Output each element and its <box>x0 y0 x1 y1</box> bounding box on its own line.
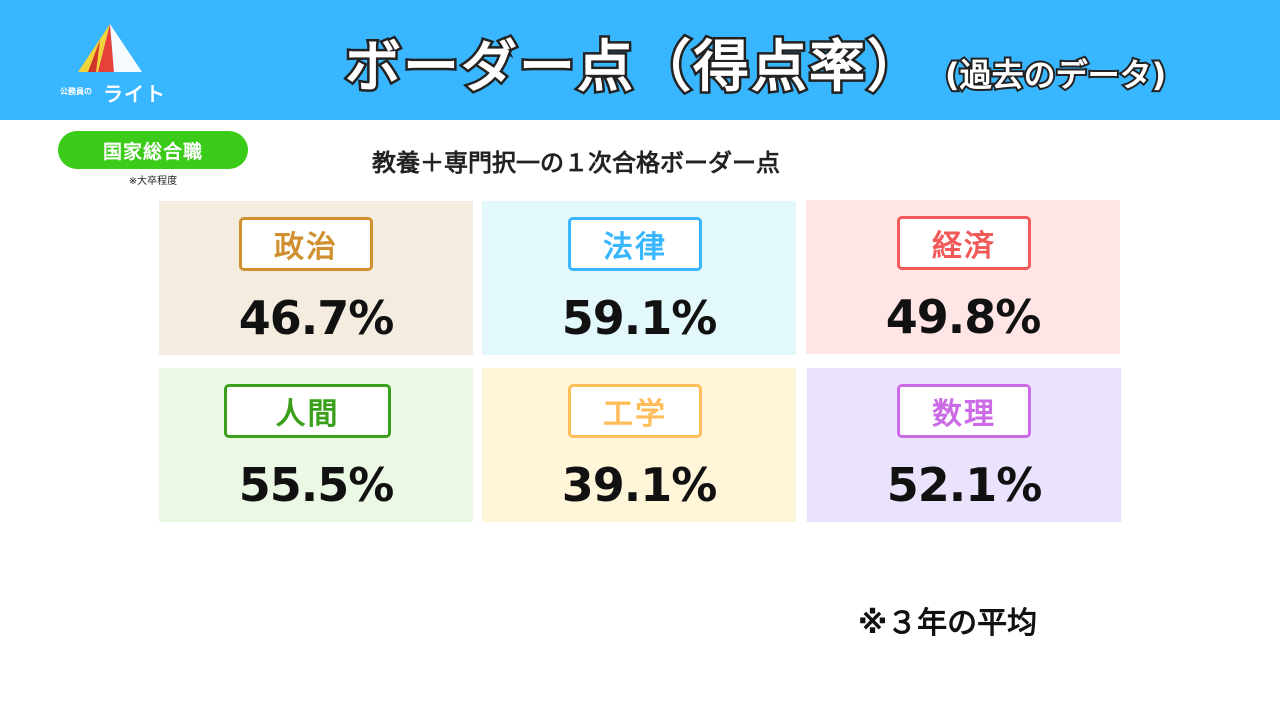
section-heading: 教養＋専門択一の１次合格ボーダー点 <box>372 149 780 177</box>
score-value: 52.1% <box>886 458 1043 512</box>
score-value: 59.1% <box>561 291 718 345</box>
exam-category-note: ※大卒程度 <box>128 176 178 187</box>
exam-category-badge: 国家総合職 <box>58 131 248 169</box>
subject-label: 工学 <box>568 384 702 438</box>
page-title: ボーダー点（得点率） <box>343 33 926 103</box>
score-card-suuri: 数理 52.1% <box>807 368 1121 522</box>
brand-logo: 公務員の ライト <box>55 22 170 106</box>
score-card-houritsu: 法律 59.1% <box>482 201 796 355</box>
subject-label: 数理 <box>897 384 1031 438</box>
subject-label: 人間 <box>224 384 391 438</box>
footnote: ※３年の平均 <box>858 606 1038 641</box>
subject-label: 法律 <box>568 217 702 271</box>
score-card-keizai: 経済 49.8% <box>806 200 1120 354</box>
score-value: 39.1% <box>561 458 718 512</box>
score-card-seiji: 政治 46.7% <box>159 201 473 355</box>
score-value: 49.8% <box>885 290 1042 344</box>
brand-small-text: 公務員の <box>60 87 92 96</box>
score-value: 55.5% <box>238 458 395 512</box>
header-banner: 公務員の ライト ボーダー点（得点率） (過去のデータ) <box>0 0 1280 120</box>
mountain-logo-icon <box>78 24 142 72</box>
subject-label: 経済 <box>897 216 1031 270</box>
score-card-ningen: 人間 55.5% <box>159 368 473 522</box>
subject-label: 政治 <box>239 217 373 271</box>
brand-name: ライト <box>103 82 166 106</box>
page-subtitle: (過去のデータ) <box>943 54 1168 96</box>
score-value: 46.7% <box>238 291 395 345</box>
score-card-kougaku: 工学 39.1% <box>482 368 796 522</box>
